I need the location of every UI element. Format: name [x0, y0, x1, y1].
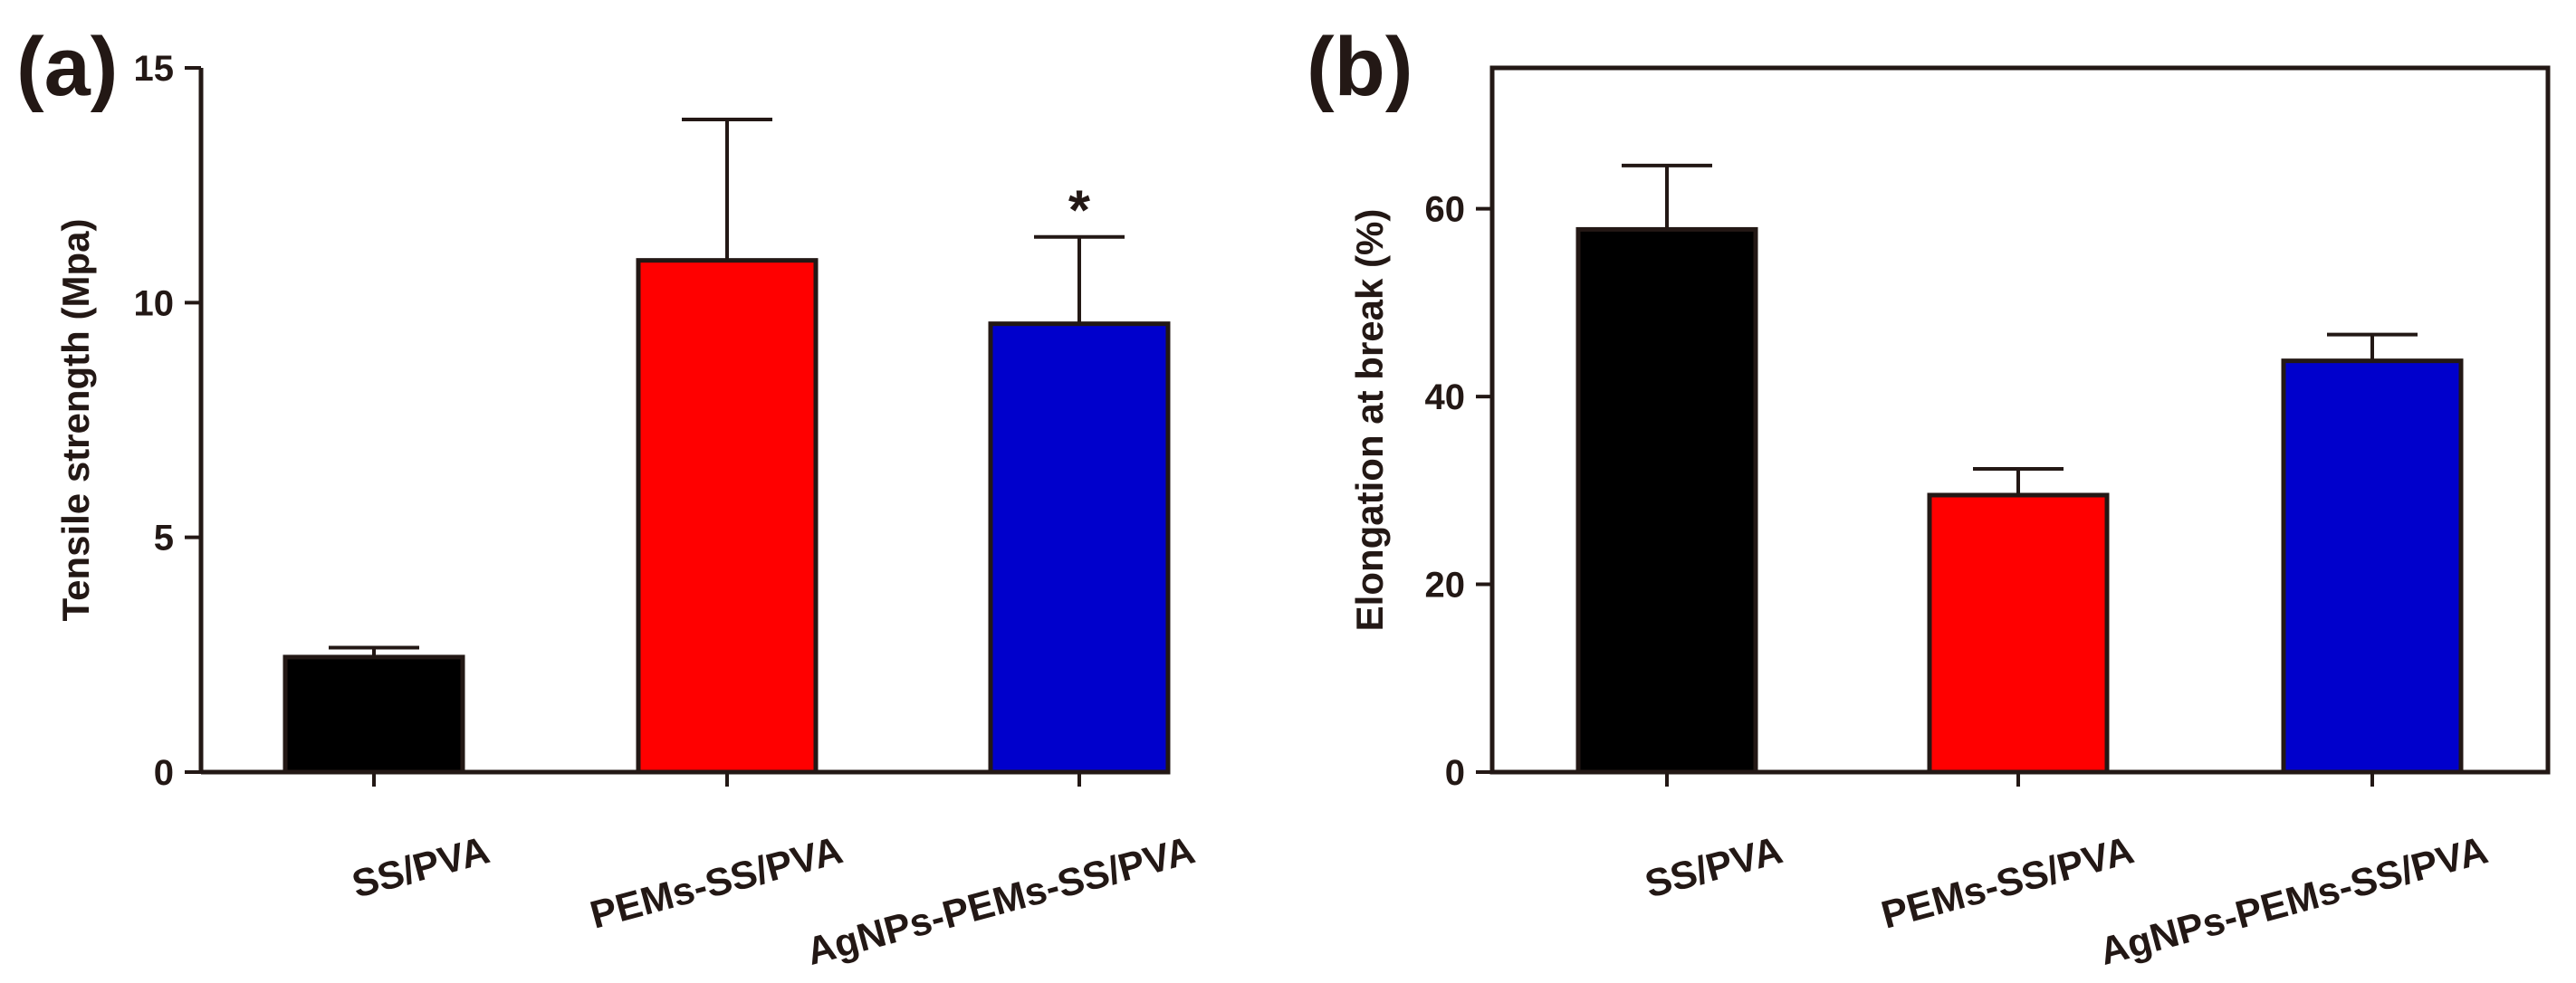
y-tick-label-a-0: 0 [154, 753, 174, 793]
y-tick-label-b-2: 40 [1425, 377, 1466, 417]
panel-label-b: (b) [1307, 21, 1412, 113]
axes-frame-b [1489, 65, 2551, 775]
y-tick-label-a-1: 5 [154, 519, 174, 558]
bar-a-1 [282, 654, 465, 775]
y-tick-label-b-0: 0 [1445, 753, 1465, 793]
y-axis-title-a: Tensile strength (Mpa) [54, 219, 97, 622]
bar-a-2 [636, 258, 819, 775]
y-tick-label-a-2: 10 [134, 283, 175, 323]
y-tick-label-b-3: 60 [1425, 190, 1466, 230]
significance-mark-a-3: * [1068, 180, 1091, 243]
bar-b-2 [1927, 492, 2110, 775]
panel-label-a: (a) [16, 21, 118, 113]
y-axis-title-b: Elongation at break (%) [1348, 209, 1391, 632]
bar-b-3 [2281, 358, 2464, 775]
y-tick-label-a-3: 15 [134, 49, 175, 89]
bar-a-3 [988, 321, 1171, 775]
bar-b-1 [1575, 226, 1758, 775]
y-tick-label-b-1: 20 [1425, 566, 1466, 606]
